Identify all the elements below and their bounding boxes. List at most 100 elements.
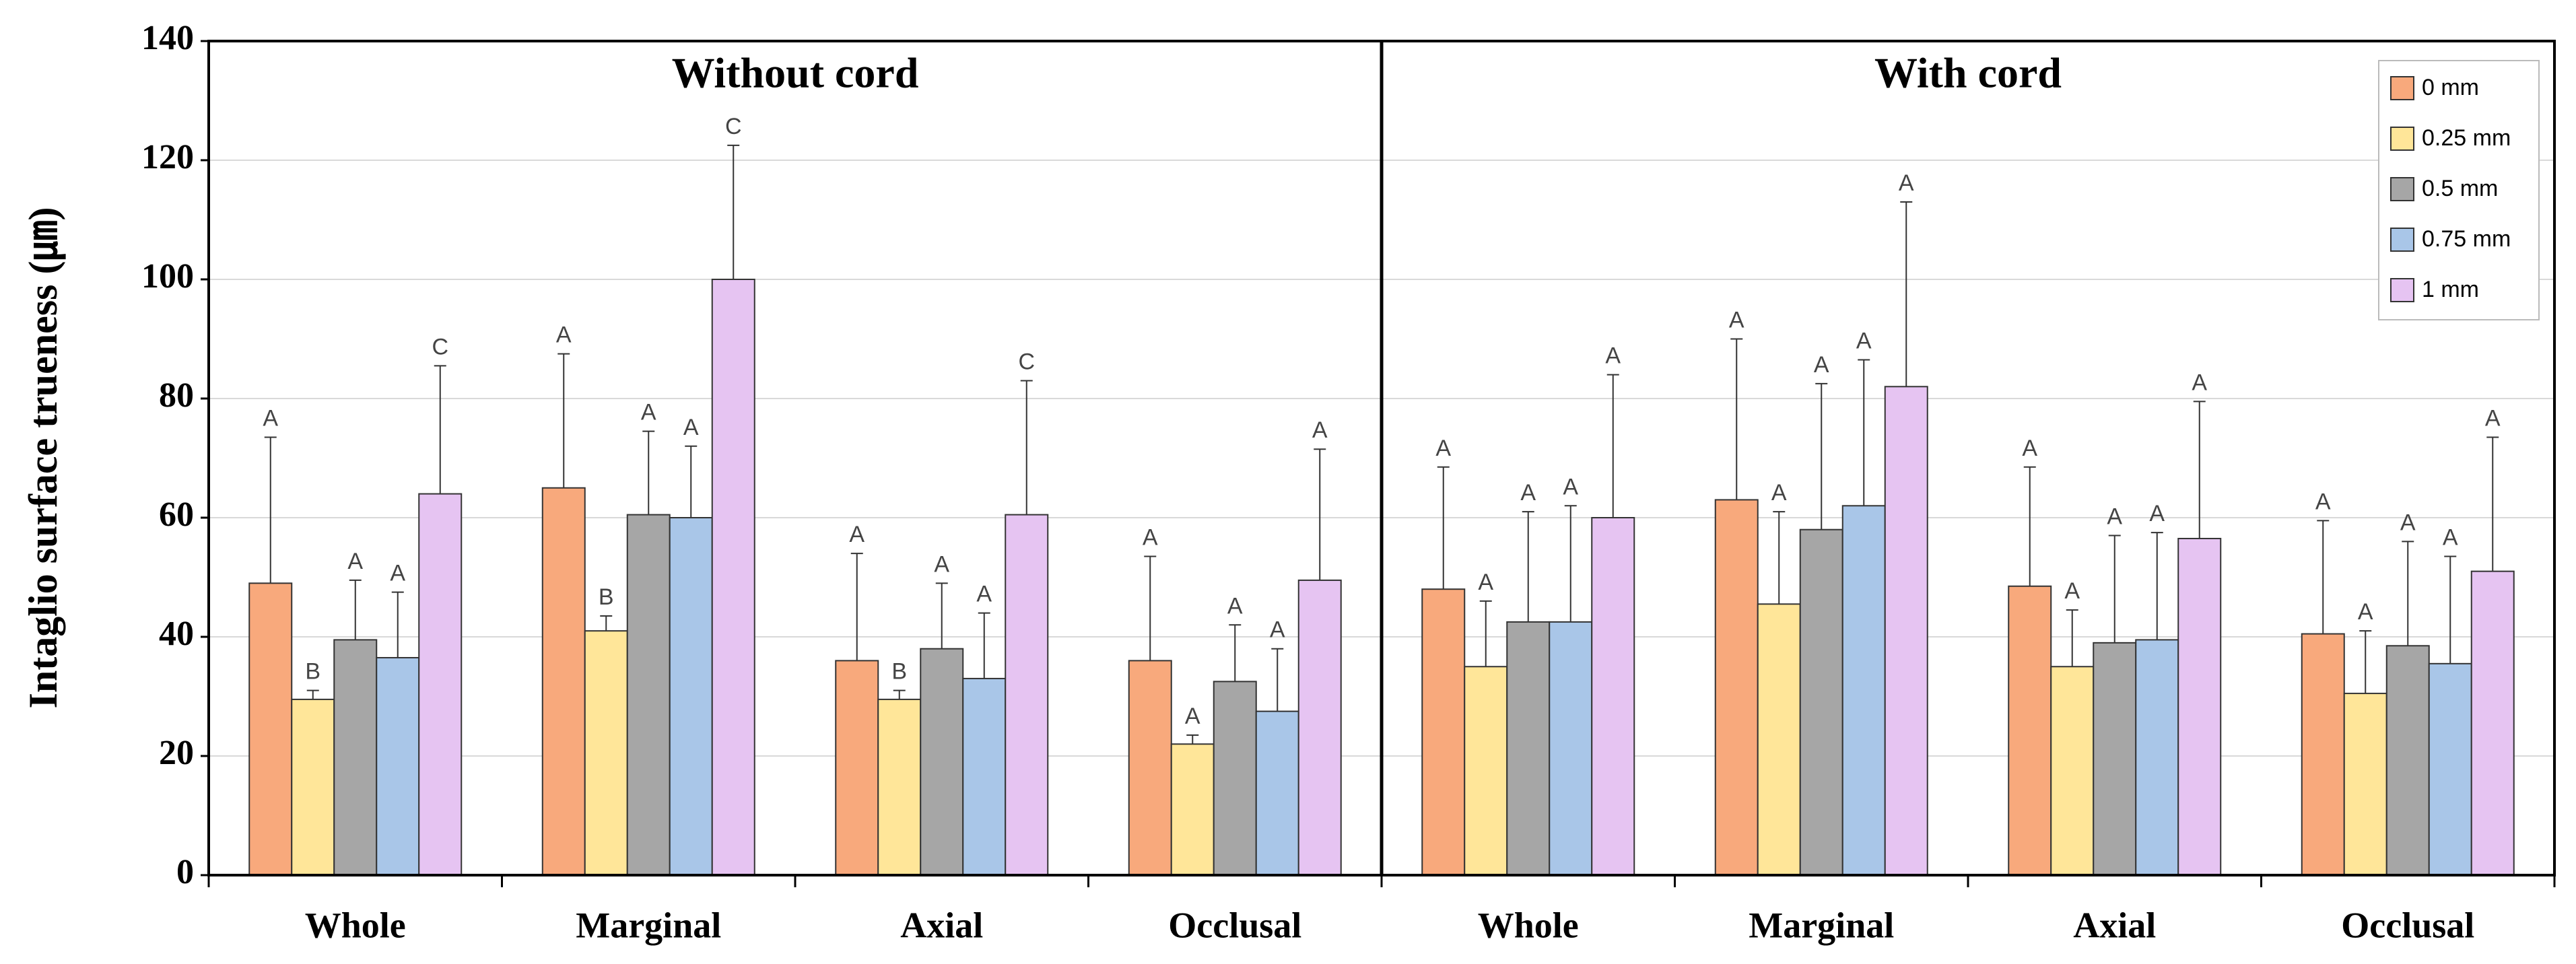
significance-label: A bbox=[2022, 436, 2037, 461]
significance-label: A bbox=[2400, 510, 2416, 535]
bar bbox=[291, 698, 335, 876]
significance-label: A bbox=[2149, 501, 2165, 526]
plot-frame bbox=[207, 40, 2556, 876]
bar bbox=[1128, 660, 1172, 876]
significance-label: C bbox=[1018, 349, 1035, 374]
y-tick-label: 60 bbox=[159, 495, 194, 534]
significance-label: A bbox=[2192, 370, 2207, 395]
significance-label: A bbox=[683, 415, 699, 440]
x-tick-label: Marginal bbox=[1749, 905, 1894, 945]
significance-label: B bbox=[599, 584, 614, 610]
significance-label: A bbox=[1814, 352, 1829, 378]
x-tick-label: Marginal bbox=[576, 905, 721, 945]
x-tick-label: Whole bbox=[305, 905, 406, 945]
bar bbox=[248, 582, 293, 876]
significance-label: B bbox=[891, 659, 907, 685]
panel-title: With cord bbox=[1874, 49, 2062, 97]
legend-label: 0 mm bbox=[2422, 75, 2479, 100]
significance-label: A bbox=[2358, 599, 2373, 625]
bar bbox=[1714, 499, 1759, 876]
significance-label: C bbox=[725, 114, 742, 139]
significance-label: A bbox=[2064, 578, 2080, 604]
significance-label: A bbox=[1185, 703, 1200, 729]
bar bbox=[333, 639, 378, 876]
significance-label: A bbox=[2315, 489, 2331, 514]
bar bbox=[835, 660, 879, 876]
significance-label: A bbox=[1478, 570, 1493, 595]
x-tick-label: Occlusal bbox=[2341, 905, 2474, 945]
bar bbox=[2343, 693, 2387, 876]
significance-label: A bbox=[556, 322, 572, 348]
bar bbox=[1799, 528, 1843, 876]
bar bbox=[1591, 517, 1635, 876]
bar bbox=[1213, 681, 1257, 876]
significance-label: A bbox=[1143, 525, 1158, 551]
bar bbox=[541, 487, 586, 876]
legend-swatch bbox=[2390, 278, 2414, 302]
bar bbox=[2093, 642, 2137, 876]
legend-label: 0.75 mm bbox=[2422, 226, 2511, 252]
legend-swatch bbox=[2390, 127, 2414, 151]
bar bbox=[584, 630, 628, 876]
x-tick-label: Whole bbox=[1478, 905, 1579, 945]
significance-label: A bbox=[1856, 328, 1872, 353]
x-tick-label: Occlusal bbox=[1168, 905, 1301, 945]
significance-label: A bbox=[2443, 525, 2458, 551]
y-tick-label: 0 bbox=[176, 853, 194, 891]
bar bbox=[920, 648, 964, 876]
y-tick-label: 120 bbox=[141, 138, 194, 176]
significance-label: A bbox=[976, 582, 992, 607]
significance-label: A bbox=[1729, 307, 1744, 333]
significance-label: A bbox=[1899, 170, 1914, 196]
significance-label: A bbox=[263, 406, 278, 432]
significance-label: A bbox=[1563, 474, 1578, 500]
legend-swatch bbox=[2390, 177, 2414, 201]
bar bbox=[376, 656, 420, 876]
bar bbox=[2470, 570, 2515, 876]
y-tick-label: 100 bbox=[141, 257, 194, 296]
y-axis-label: Intaglio surface trueness (㎛) bbox=[21, 207, 66, 709]
bar bbox=[2177, 537, 2222, 876]
y-tick-label: 140 bbox=[141, 19, 194, 57]
significance-label: A bbox=[1771, 480, 1787, 506]
significance-label: A bbox=[641, 400, 656, 425]
significance-label: A bbox=[347, 549, 363, 574]
bar bbox=[1297, 579, 1342, 876]
bar bbox=[1884, 386, 1928, 876]
panel-title: Without cord bbox=[672, 49, 919, 97]
legend-label: 0.5 mm bbox=[2422, 176, 2498, 201]
bar bbox=[1549, 621, 1593, 876]
bar bbox=[2385, 645, 2430, 876]
bar bbox=[669, 517, 713, 876]
bar bbox=[2135, 639, 2179, 876]
significance-label: A bbox=[1435, 436, 1451, 461]
bar bbox=[877, 698, 922, 876]
y-tick-label: 20 bbox=[159, 734, 194, 772]
significance-label: A bbox=[1520, 480, 1536, 506]
significance-label: A bbox=[1227, 593, 1243, 619]
significance-label: A bbox=[1605, 343, 1621, 369]
significance-label: B bbox=[305, 659, 320, 685]
legend-swatch bbox=[2390, 76, 2414, 100]
bar bbox=[1841, 505, 1886, 876]
bar bbox=[1170, 743, 1215, 876]
bar bbox=[1005, 514, 1049, 876]
significance-label: A bbox=[1312, 417, 1328, 443]
y-tick-label: 80 bbox=[159, 376, 194, 415]
x-tick-label: Axial bbox=[2073, 905, 2156, 945]
bar bbox=[2428, 662, 2472, 876]
legend-label: 1 mm bbox=[2422, 277, 2479, 302]
bar bbox=[1255, 710, 1299, 876]
bar bbox=[962, 677, 1007, 876]
bar bbox=[1421, 588, 1466, 876]
x-tick-label: Axial bbox=[900, 905, 983, 945]
bar bbox=[2301, 633, 2345, 876]
bar bbox=[626, 514, 671, 876]
significance-label: A bbox=[1270, 617, 1285, 643]
bar bbox=[2050, 666, 2095, 876]
significance-label: A bbox=[2485, 406, 2501, 432]
significance-label: A bbox=[390, 561, 405, 586]
significance-label: A bbox=[849, 522, 865, 547]
bar bbox=[418, 493, 463, 876]
